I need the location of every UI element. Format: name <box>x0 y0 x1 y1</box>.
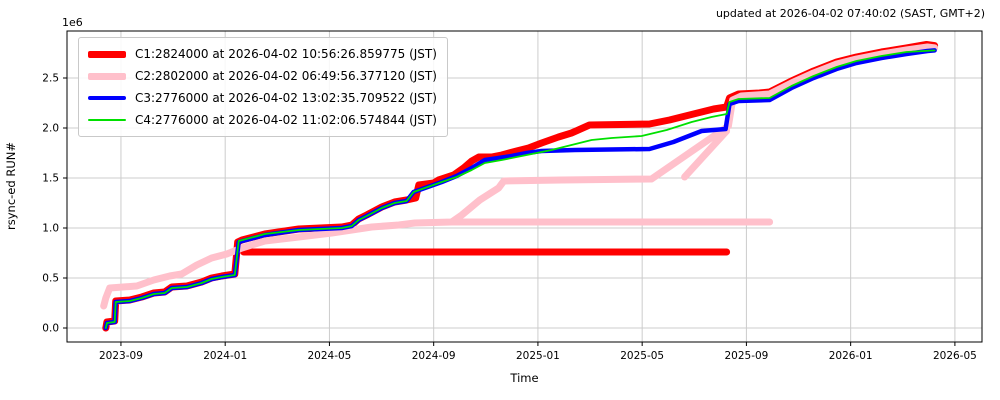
legend-label-C3: C3:2776000 at 2026-04-02 13:02:35.709522… <box>135 91 437 105</box>
x-tick-label: 2024-05 <box>307 350 351 362</box>
x-tick-label: 2026-05 <box>933 350 977 362</box>
y-offset-label: 1e6 <box>62 16 83 29</box>
legend-box: C1:2824000 at 2026-04-02 10:56:26.859775… <box>78 37 448 137</box>
legend-swatch-C2 <box>88 72 126 80</box>
x-tick-label: 2025-05 <box>620 350 664 362</box>
legend-swatch-C4 <box>88 119 126 121</box>
y-axis-label: rsync-ed RUN# <box>4 142 18 230</box>
x-tick-label: 2026-01 <box>829 350 873 362</box>
legend-swatch-C3 <box>88 95 126 101</box>
y-tick-label: 1.0 <box>42 223 59 235</box>
legend-label-C4: C4:2776000 at 2026-04-02 11:02:06.574844… <box>135 113 437 127</box>
series-C2-branch2 <box>681 127 731 181</box>
x-axis-label: Time <box>509 371 538 385</box>
legend-item-C1: C1:2824000 at 2026-04-02 10:56:26.859775… <box>88 43 437 65</box>
y-tick-label: 0.0 <box>42 323 59 335</box>
plot-border <box>66 30 983 343</box>
x-tick-label: 2023-09 <box>99 350 143 362</box>
x-tick-label: 2025-01 <box>516 350 560 362</box>
y-tick-label: 2.5 <box>42 73 59 85</box>
x-tick-label: 2025-09 <box>724 350 768 362</box>
y-tick-label: 1.5 <box>42 173 59 185</box>
y-tick-label: 0.5 <box>42 273 59 285</box>
legend-swatch-C1 <box>88 50 126 58</box>
updated-at-text: updated at 2026-04-02 07:40:02 (SAST, GM… <box>715 7 985 20</box>
series-C4-line <box>104 49 936 329</box>
x-tick-label: 2024-09 <box>412 350 456 362</box>
legend-label-C1: C1:2824000 at 2026-04-02 10:56:26.859775… <box>135 47 437 61</box>
legend-item-C2: C2:2802000 at 2026-04-02 06:49:56.377120… <box>88 65 437 87</box>
legend-item-C4: C4:2776000 at 2026-04-02 11:02:06.574844… <box>88 109 437 131</box>
legend-label-C2: C2:2802000 at 2026-04-02 06:49:56.377120… <box>135 69 437 83</box>
y-tick-label: 2.0 <box>42 123 59 135</box>
x-tick-label: 2024-01 <box>203 350 247 362</box>
legend-item-C3: C3:2776000 at 2026-04-02 13:02:35.709522… <box>88 87 437 109</box>
